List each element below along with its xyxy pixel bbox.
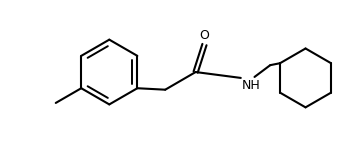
Text: NH: NH (242, 79, 261, 92)
Text: O: O (200, 29, 210, 42)
